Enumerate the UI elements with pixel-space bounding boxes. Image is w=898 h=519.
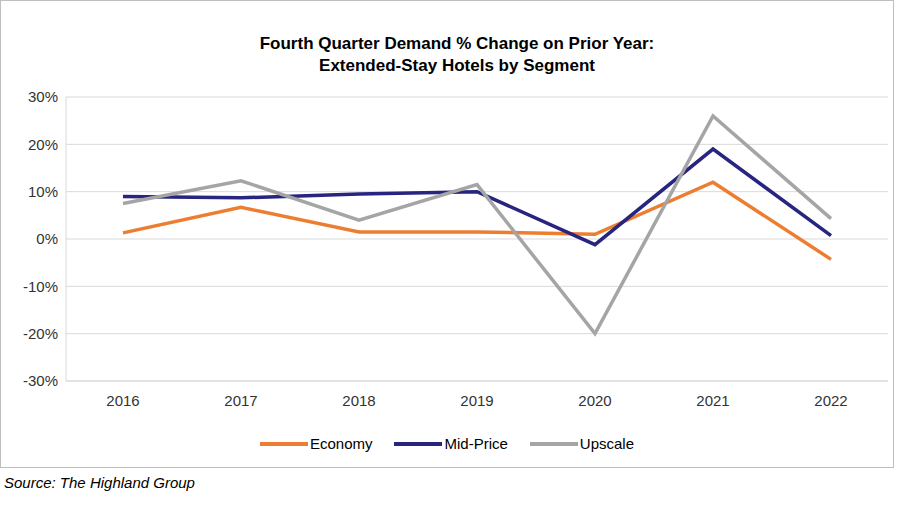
svg-text:2022: 2022	[814, 392, 847, 409]
html-text:Extended-Stay Hotels by Segmen: Extended-Stay Hotels by Segment	[319, 56, 595, 75]
html-text:Upscale: Upscale	[579, 435, 634, 452]
html-text:Economy: Economy	[310, 435, 373, 452]
svg-text:2017: 2017	[224, 392, 257, 409]
svg-text:-30%: -30%	[23, 372, 58, 389]
html-text:Fourth Quarter Demand % Change: Fourth Quarter Demand % Change on Prior …	[259, 34, 655, 53]
svg-text:-10%: -10%	[23, 278, 58, 295]
svg-text:2018: 2018	[342, 392, 375, 409]
html-text:Source: The Highland Group: Source: The Highland Group	[4, 474, 195, 491]
svg-text:-20%: -20%	[23, 325, 58, 342]
svg-text:2020: 2020	[578, 392, 611, 409]
html-text:Mid-Price: Mid-Price	[444, 435, 508, 452]
svg-text:0%: 0%	[36, 230, 58, 247]
svg-text:20%: 20%	[28, 136, 58, 153]
svg-text:30%: 30%	[28, 88, 58, 105]
svg-text:2021: 2021	[696, 392, 729, 409]
svg-text:2016: 2016	[106, 392, 139, 409]
svg-text:10%: 10%	[28, 183, 58, 200]
svg-text:2019: 2019	[460, 392, 493, 409]
